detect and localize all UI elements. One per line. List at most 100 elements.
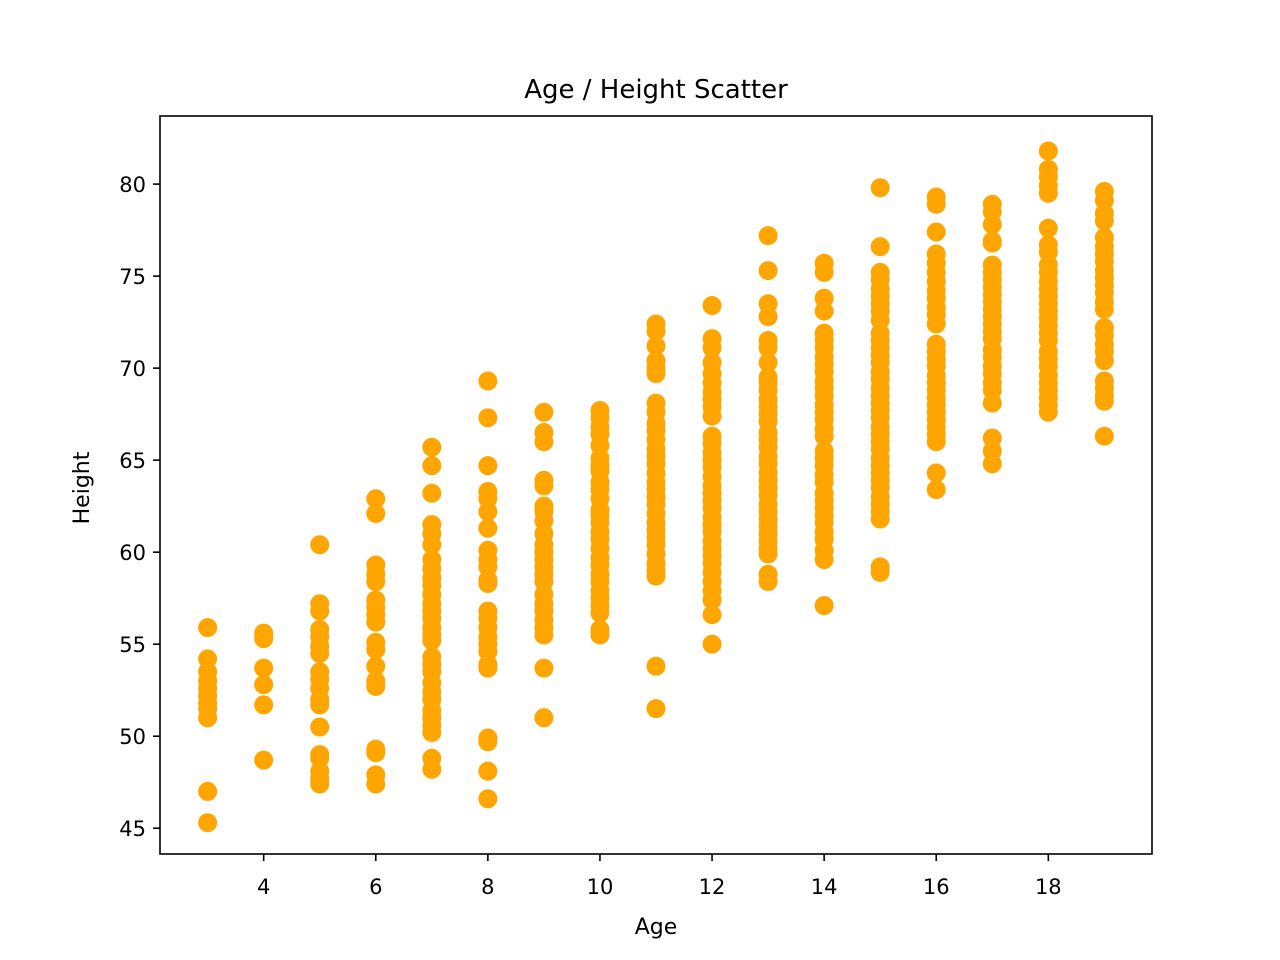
scatter-point	[590, 603, 610, 623]
y-axis-ticks: 45 50 55 60 65 70 75 80	[119, 173, 160, 841]
scatter-point	[198, 813, 218, 833]
scatter-point	[758, 353, 778, 373]
scatter-point	[534, 658, 554, 678]
x-tick-label: 4	[257, 875, 270, 899]
scatter-point	[422, 483, 442, 503]
scatter-points	[198, 141, 1114, 833]
scatter-point	[1038, 141, 1058, 161]
scatter-point	[870, 178, 890, 198]
scatter-point	[254, 695, 274, 715]
scatter-point	[758, 307, 778, 327]
y-tick-label: 70	[119, 357, 146, 381]
scatter-point	[366, 656, 386, 676]
scatter-point	[702, 338, 722, 358]
scatter-point	[478, 408, 498, 428]
scatter-point	[310, 695, 330, 715]
scatter-point	[982, 233, 1002, 253]
scatter-point	[926, 194, 946, 214]
scatter-point	[254, 750, 274, 770]
x-tick-label: 18	[1035, 875, 1062, 899]
y-tick-label: 50	[119, 725, 146, 749]
scatter-point	[1038, 218, 1058, 238]
scatter-point	[310, 774, 330, 794]
x-tick-label: 12	[699, 875, 726, 899]
scatter-point	[422, 759, 442, 779]
scatter-point	[1094, 426, 1114, 446]
scatter-point	[926, 463, 946, 483]
scatter-point	[814, 550, 834, 570]
scatter-point	[478, 456, 498, 476]
y-tick-label: 75	[119, 265, 146, 289]
scatter-point	[646, 321, 666, 341]
scatter-point	[814, 262, 834, 282]
scatter-point	[702, 406, 722, 426]
scatter-point	[1038, 183, 1058, 203]
scatter-point	[1038, 402, 1058, 422]
scatter-point	[478, 732, 498, 752]
scatter-point	[814, 596, 834, 616]
scatter-point	[926, 314, 946, 334]
scatter-point	[422, 456, 442, 476]
y-tick-label: 55	[119, 633, 146, 657]
scatter-point	[366, 572, 386, 592]
chart-title: Age / Height Scatter	[524, 75, 788, 105]
scatter-point	[478, 573, 498, 593]
scatter-point	[646, 336, 666, 356]
scatter-point	[254, 658, 274, 678]
scatter-point	[646, 656, 666, 676]
scatter-point	[254, 675, 274, 695]
scatter-point	[702, 634, 722, 654]
scatter-point	[870, 237, 890, 257]
scatter-point	[534, 708, 554, 728]
x-tick-label: 8	[481, 875, 494, 899]
scatter-point	[366, 743, 386, 763]
scatter-point	[1094, 211, 1114, 231]
scatter-point	[758, 544, 778, 564]
scatter-point	[814, 426, 834, 446]
scatter-point	[198, 781, 218, 801]
scatter-point	[478, 502, 498, 522]
scatter-point	[926, 222, 946, 242]
scatter-point	[534, 432, 554, 452]
scatter-point	[198, 618, 218, 638]
scatter-point	[926, 480, 946, 500]
x-axis-label: Age	[635, 915, 678, 940]
y-tick-label: 45	[119, 817, 146, 841]
scatter-point	[646, 566, 666, 586]
scatter-point	[982, 454, 1002, 474]
scatter-point	[366, 504, 386, 524]
y-axis-label: Height	[70, 451, 95, 524]
scatter-point	[814, 301, 834, 321]
scatter-point	[870, 509, 890, 529]
scatter-point	[366, 612, 386, 632]
scatter-point	[926, 432, 946, 452]
scatter-point	[310, 601, 330, 621]
scatter-point	[870, 562, 890, 582]
x-tick-label: 16	[923, 875, 950, 899]
scatter-point	[366, 677, 386, 697]
scatter-point	[310, 535, 330, 555]
scatter-point	[422, 723, 442, 743]
scatter-point	[366, 640, 386, 660]
scatter-point	[478, 371, 498, 391]
y-tick-label: 80	[119, 173, 146, 197]
scatter-point	[534, 476, 554, 496]
scatter-point	[1094, 299, 1114, 319]
scatter-point	[702, 605, 722, 625]
x-tick-label: 6	[369, 875, 382, 899]
scatter-point	[366, 489, 386, 509]
scatter-point	[758, 338, 778, 358]
scatter-point	[758, 226, 778, 246]
scatter-point	[1094, 351, 1114, 371]
scatter-point	[646, 364, 666, 384]
scatter-point	[478, 658, 498, 678]
x-tick-label: 14	[811, 875, 838, 899]
scatter-point	[478, 761, 498, 781]
scatter-point	[254, 629, 274, 649]
scatter-point	[702, 590, 722, 610]
scatter-point	[646, 699, 666, 719]
scatter-point	[366, 774, 386, 794]
y-tick-label: 60	[119, 541, 146, 565]
scatter-point	[758, 572, 778, 592]
